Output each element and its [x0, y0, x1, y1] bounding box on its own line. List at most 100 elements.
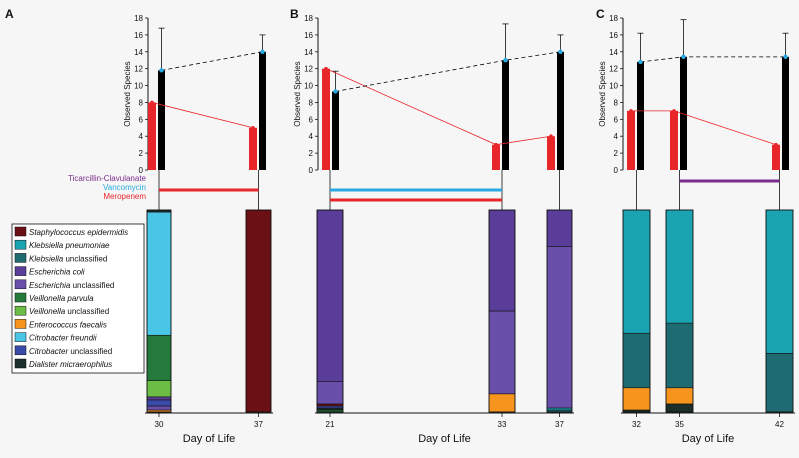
x-tick-label: 21	[326, 420, 335, 429]
y-tick-label: 14	[134, 48, 143, 57]
legend-species: unclassified	[63, 254, 107, 263]
bar-observed-red	[148, 102, 156, 170]
legend-species: faecalis	[77, 320, 106, 329]
y-tick-label: 10	[304, 82, 313, 91]
x-tick-label: 37	[254, 420, 263, 429]
marker-blue	[681, 54, 686, 60]
composition-segment	[316, 403, 344, 407]
y-tick-label: 18	[134, 14, 143, 23]
trend-line-red	[631, 110, 777, 146]
antibiotic-label: Vancomycin	[103, 183, 146, 192]
bar-observed-red	[772, 144, 780, 170]
composition-segment	[765, 353, 794, 413]
composition-frame	[146, 209, 172, 413]
bar-observed-red	[627, 110, 635, 170]
bar-observed-black	[502, 60, 509, 170]
panel-label: B	[290, 7, 299, 21]
y-tick-label: 16	[304, 31, 313, 40]
legend-swatch	[14, 319, 27, 329]
composition-segment	[488, 393, 516, 413]
bar-observed-red	[492, 144, 500, 170]
marker-red	[324, 66, 328, 71]
panel-b: B 0 2 4 6 8 10 12 14 16 18 Observed Species 21 33 37 Da…	[290, 7, 574, 445]
composition-segment	[622, 209, 651, 334]
bar-observed-red	[670, 110, 678, 170]
bar-observed-red	[547, 136, 555, 170]
composition-frame	[546, 209, 573, 413]
y-axis-label: Observed Species	[293, 61, 302, 126]
legend-label: Veillonella unclassified	[29, 307, 109, 316]
composition-segment	[665, 387, 694, 405]
legend: Staphylococcus epidermidis Klebsiella pne…	[11, 223, 145, 374]
y-tick-label: 0	[309, 166, 314, 175]
legend-genus: Citrobacter	[29, 347, 68, 356]
y-tick-label: 10	[134, 82, 143, 91]
composition-frame	[665, 209, 694, 413]
legend-species: coli	[70, 268, 84, 277]
x-axis-label: Day of Life	[682, 433, 735, 445]
composition-segment	[622, 332, 651, 389]
legend-genus: Citrobacter	[29, 334, 68, 343]
y-tick-label: 4	[139, 132, 144, 141]
legend-swatch	[14, 226, 27, 237]
legend-label: Escherichia unclassified	[29, 281, 114, 290]
bar-observed-black	[680, 56, 687, 170]
legend-genus: Escherichia	[29, 268, 71, 277]
legend-label: Enterococcus faecalis	[29, 320, 107, 329]
y-tick-label: 10	[609, 82, 618, 91]
legend-genus: Dialister	[29, 360, 58, 369]
panel-label: A	[5, 7, 14, 21]
y-tick-label: 12	[609, 65, 618, 74]
legend-species: unclassified	[70, 281, 114, 290]
composition-frame	[765, 209, 794, 413]
composition-segment	[765, 209, 794, 354]
legend-label: Klebsiella pneumoniae	[29, 241, 110, 250]
trend-line-red	[325, 68, 552, 146]
legend-swatch	[14, 279, 27, 290]
y-tick-label: 2	[309, 149, 314, 158]
composition-segment	[488, 310, 516, 395]
composition-frame	[245, 209, 272, 413]
composition-frame	[622, 209, 651, 413]
y-tick-label: 4	[614, 132, 619, 141]
legend-box	[11, 223, 145, 374]
legend-species: freundii	[68, 334, 97, 343]
y-tick-label: 0	[139, 166, 144, 175]
y-axis-label: Observed Species	[598, 61, 607, 126]
y-tick-label: 6	[309, 115, 314, 124]
legend-genus: Staphylococcus	[29, 228, 85, 237]
legend-genus: Enterococcus	[29, 320, 77, 329]
legend-swatch	[14, 345, 27, 356]
marker-blue	[333, 89, 338, 94]
y-axis-label: Observed Species	[123, 61, 132, 126]
x-axis-label: Day of Life	[183, 433, 236, 445]
bar-observed-black	[259, 51, 266, 170]
y-tick-label: 2	[614, 149, 619, 158]
y-tick-label: 8	[309, 98, 314, 107]
legend-species: unclassified	[65, 307, 109, 316]
composition-segment	[146, 380, 172, 398]
composition-segment	[146, 396, 172, 401]
composition-segment	[488, 209, 516, 312]
legend-swatch	[14, 239, 27, 250]
composition-segment	[546, 246, 573, 409]
legend-swatch	[14, 358, 27, 369]
y-tick-label: 18	[304, 14, 313, 23]
legend-species: parvula	[65, 294, 94, 303]
x-tick-label: 37	[555, 420, 564, 429]
legend-species: epidermidis	[85, 228, 128, 237]
panel-a: A 0 2 4 6 8 10 12 14 16 18 Observed Species 30 37 Day …	[5, 7, 273, 445]
legend-swatch	[14, 332, 27, 342]
marker-blue	[783, 54, 788, 60]
y-tick-label: 12	[304, 65, 313, 74]
legend-label: Citrobacter freundii	[29, 334, 97, 343]
bar-observed-black	[637, 61, 644, 170]
legend-label: Dialister micraerophilus	[29, 360, 112, 369]
composition-segment	[146, 334, 172, 381]
legend-swatch	[14, 292, 27, 303]
composition-segment	[316, 407, 344, 411]
bar-observed-black	[158, 70, 165, 170]
composition-segment	[316, 209, 344, 382]
y-tick-label: 8	[139, 98, 144, 107]
